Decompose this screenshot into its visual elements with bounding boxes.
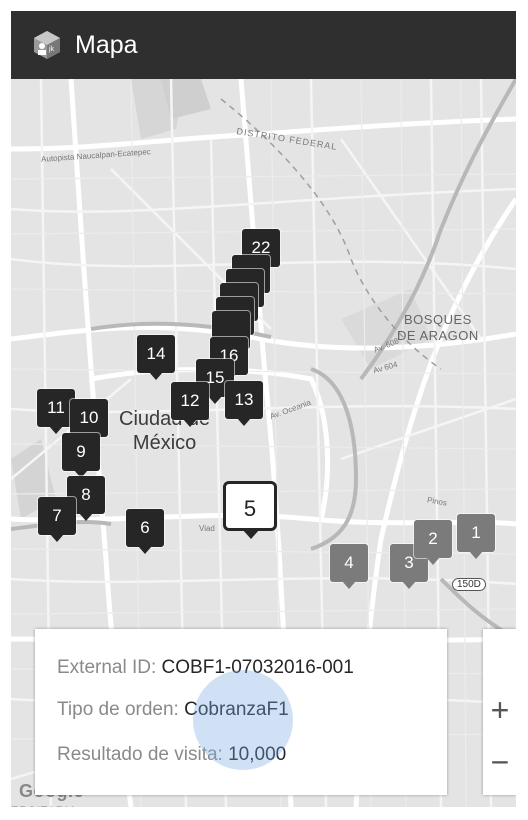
map-marker[interactable]: 11 — [37, 389, 75, 434]
map-marker[interactable]: 9 — [62, 433, 100, 478]
map-marker[interactable]: 10 — [70, 399, 108, 444]
map-marker[interactable]: 13 — [225, 381, 263, 426]
map-view[interactable]: Ciudad de México BOSQUES DE ARAGON DISTR… — [11, 79, 516, 807]
tipo-orden-label: Tipo de orden: — [57, 699, 179, 720]
app-logo-icon[interactable]: jk — [31, 29, 63, 61]
map-marker[interactable]: 14 — [137, 335, 175, 380]
map-label-area-bottom: ERSITARIA — [11, 805, 77, 807]
route-shield-150d: 150D — [452, 578, 486, 591]
map-label-bosques-line2: DE ARAGON — [397, 328, 479, 343]
map-label-bosques-line1: BOSQUES — [404, 312, 472, 327]
map-marker-selected[interactable]: 5 — [223, 481, 277, 539]
map-marker[interactable]: 7 — [38, 497, 76, 542]
zoom-in-button[interactable]: + — [490, 692, 510, 728]
external-id-label: External ID: — [57, 657, 157, 678]
external-id-value: COBF1-07032016-001 — [161, 657, 354, 678]
map-label-city-line2: México — [132, 432, 197, 454]
zoom-out-button[interactable]: − — [490, 744, 510, 780]
touch-ripple — [193, 670, 293, 770]
external-id-row: External ID: COBF1-07032016-001 — [57, 656, 354, 680]
marker-info-window[interactable]: External ID: COBF1-07032016-001 Tipo de … — [35, 629, 447, 795]
app-bar: jk Mapa — [11, 11, 516, 79]
map-label-bosques: BOSQUES DE ARAGON — [397, 312, 479, 344]
map-marker[interactable]: 2 — [414, 520, 452, 565]
map-marker[interactable]: 6 — [126, 509, 164, 554]
map-marker[interactable]: 8 — [67, 476, 105, 521]
tipo-orden-value: CobranzaF1 — [184, 699, 289, 720]
resultado-value: 10,000 — [228, 744, 287, 765]
map-marker[interactable]: 12 — [171, 382, 209, 427]
map-marker[interactable]: 1 — [457, 514, 495, 559]
svg-text:jk: jk — [48, 46, 55, 53]
resultado-row: Resultado de visita: 10,000 — [57, 743, 286, 767]
app-frame: jk Mapa — [11, 11, 516, 807]
map-marker[interactable]: 4 — [330, 544, 368, 589]
resultado-label: Resultado de visita: — [57, 744, 223, 765]
zoom-controls: + − — [483, 629, 516, 795]
map-label-viaducto: Viad — [199, 524, 215, 533]
page-title: Mapa — [75, 31, 138, 59]
tipo-orden-row: Tipo de orden: CobranzaF1 — [57, 698, 289, 722]
